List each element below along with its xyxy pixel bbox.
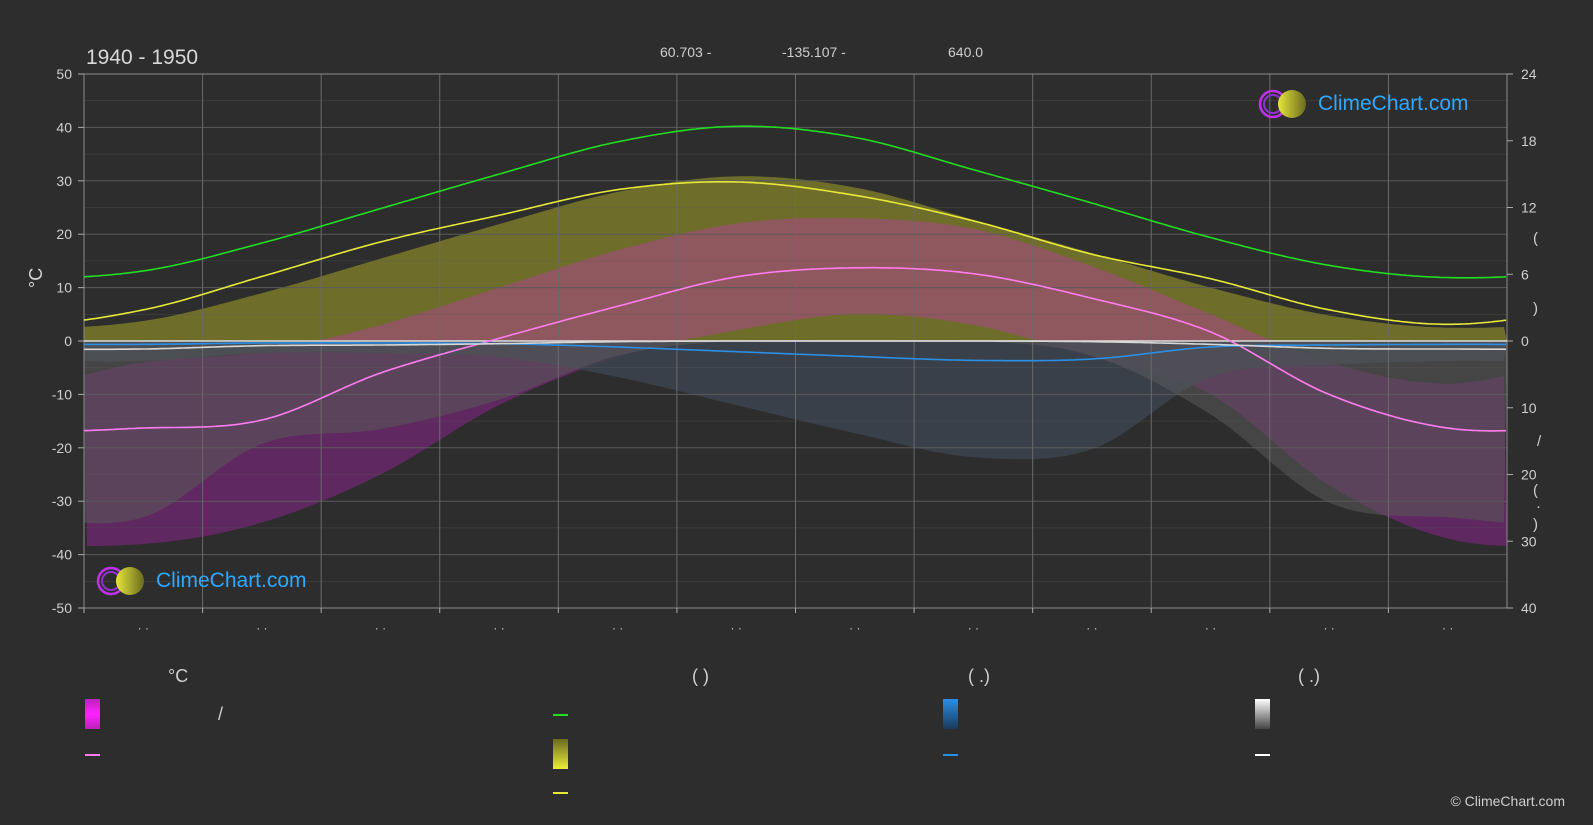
month-tick-label: · · xyxy=(612,621,623,635)
daylight-line xyxy=(83,125,1507,279)
temperature-mean-line xyxy=(84,266,1506,432)
legend-temp-header: °C xyxy=(168,666,189,686)
legend-precip-header: ( .) xyxy=(968,666,990,686)
left-tick-label: 0 xyxy=(64,333,72,349)
longitude-label: -135.107 - xyxy=(782,44,846,60)
legend-temp-range-swatch xyxy=(85,699,100,729)
snow-line xyxy=(84,340,1507,351)
period-title: 1940 - 1950 xyxy=(86,46,199,69)
right-top-tick-label: 12 xyxy=(1521,200,1537,216)
right-axis-mark-1: ( xyxy=(1533,230,1538,247)
latitude-label: 60.703 - xyxy=(660,44,712,60)
legend-snow-line xyxy=(1255,754,1270,756)
month-tick-label: · · xyxy=(1205,621,1216,635)
right-top-tick-label: 0 xyxy=(1521,333,1529,349)
left-tick-label: -40 xyxy=(52,547,72,563)
precipitation-line xyxy=(84,342,1506,362)
left-tick-label: 30 xyxy=(56,173,72,189)
legend-sunshine-line xyxy=(553,792,568,794)
right-axis-mark-4: ( xyxy=(1533,482,1538,499)
right-bottom-tick-label: 20 xyxy=(1521,467,1537,483)
right-axis-mark-5: · xyxy=(1536,498,1541,515)
month-tick-label: · · xyxy=(1442,621,1453,635)
legend-precip-line xyxy=(943,754,958,756)
left-tick-label: 50 xyxy=(56,66,72,82)
legend-precip-swatch xyxy=(943,699,958,729)
left-tick-label: -30 xyxy=(52,493,72,509)
month-tick-label: · · xyxy=(1086,621,1097,635)
right-bottom-tick-label: 40 xyxy=(1521,600,1537,616)
month-tick-label: · · xyxy=(849,621,860,635)
left-tick-label: -10 xyxy=(52,386,72,402)
right-bottom-tick-label: 30 xyxy=(1521,533,1537,549)
month-tick-label: · · xyxy=(731,621,742,635)
legend-snow-header: ( .) xyxy=(1298,666,1320,686)
logo-text: ClimeChart.com xyxy=(156,569,307,592)
right-axis-mark-3: / xyxy=(1537,433,1542,450)
logo-top[interactable]: ClimeChart.com xyxy=(1258,88,1469,120)
month-tick-label: · · xyxy=(1323,621,1334,635)
left-tick-label: 40 xyxy=(56,119,72,135)
left-tick-label: -50 xyxy=(52,600,72,616)
month-tick-label: · · xyxy=(493,621,504,635)
legend-daylight-line xyxy=(553,714,568,716)
legend-temp-slash: / xyxy=(218,704,224,724)
month-tick-label: · · xyxy=(968,621,979,635)
month-tick-label: · · xyxy=(256,621,267,635)
month-tick-label: · · xyxy=(138,621,149,635)
climechart-logo-icon xyxy=(96,566,144,596)
right-top-tick-label: 6 xyxy=(1521,266,1529,282)
right-bottom-tick-label: 10 xyxy=(1521,400,1537,416)
left-tick-label: 10 xyxy=(56,280,72,296)
logo-bottom[interactable]: ClimeChart.com xyxy=(96,565,307,597)
right-axis-mark-2: ) xyxy=(1533,300,1538,317)
climechart-logo-icon xyxy=(1258,89,1306,119)
left-axis-unit: °C xyxy=(26,267,46,288)
legend-snow-swatch xyxy=(1255,699,1270,729)
left-tick-label: 20 xyxy=(56,226,72,242)
legend-temp-mean-line xyxy=(85,754,100,756)
copyright: © ClimeChart.com xyxy=(1450,793,1565,809)
sunshine-line xyxy=(83,181,1507,326)
logo-text: ClimeChart.com xyxy=(1318,92,1469,115)
legend-sunshine-swatch xyxy=(553,739,568,769)
right-top-tick-label: 18 xyxy=(1521,133,1537,149)
left-tick-label: -20 xyxy=(52,440,72,456)
right-axis-mark-6: ) xyxy=(1533,516,1538,533)
month-tick-label: · · xyxy=(375,621,386,635)
elevation-label: 640.0 xyxy=(948,44,984,60)
right-top-tick-label: 24 xyxy=(1521,66,1537,82)
legend-sun-header: ( ) xyxy=(692,666,709,686)
